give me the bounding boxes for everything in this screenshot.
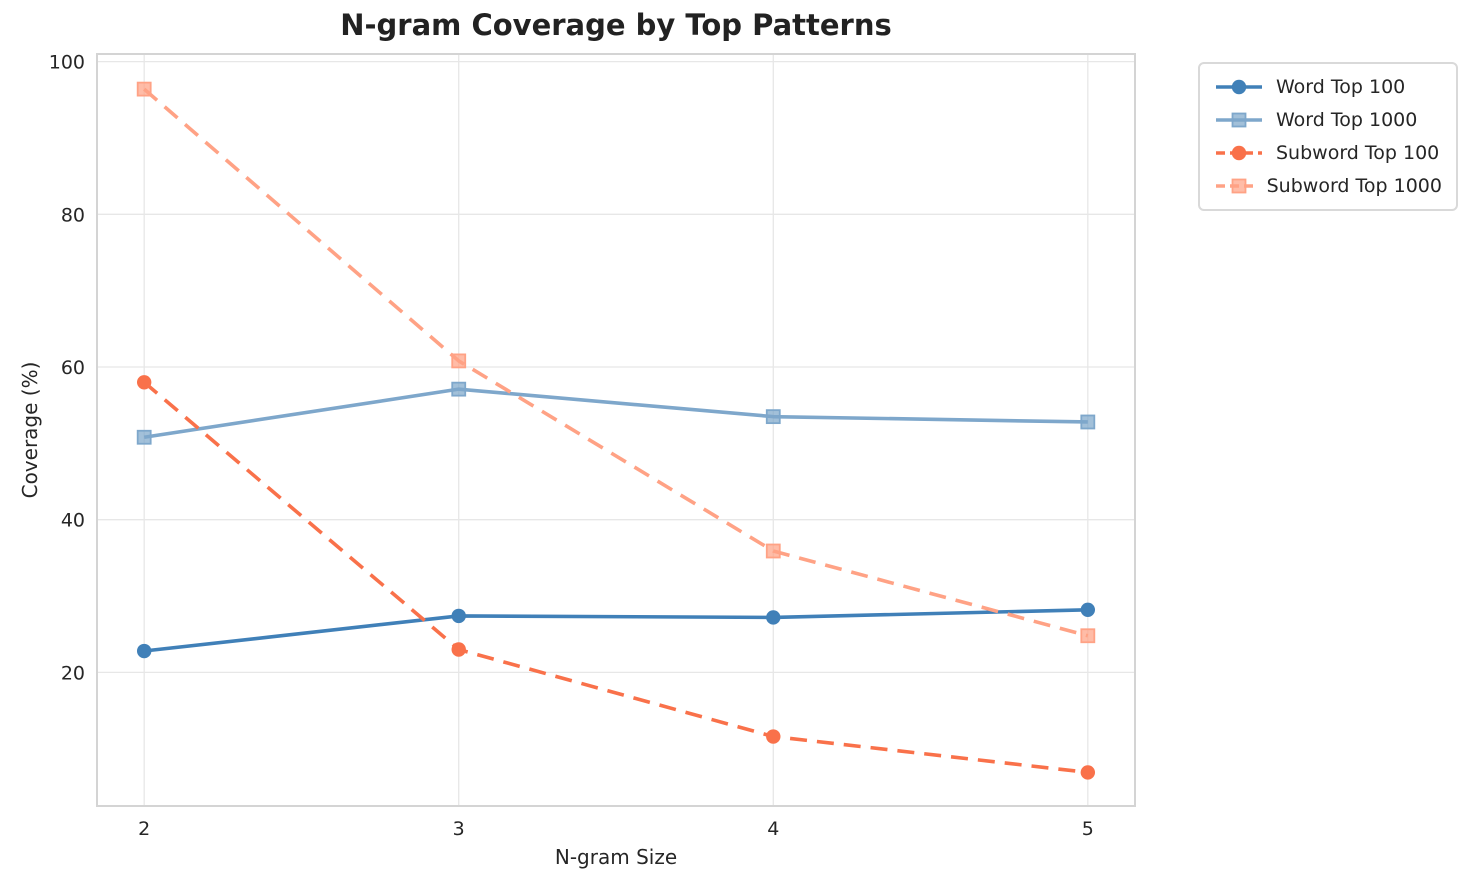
marker-word-top-100: [1080, 602, 1096, 617]
marker-subword-top-100: [1080, 765, 1096, 780]
legend-item-subword-top-1000: Subword Top 1000: [1214, 173, 1442, 199]
series-line-word-top-1000: [143, 387, 1088, 440]
marker-word-top-100: [451, 608, 466, 624]
marker-subword-top-1000: [136, 81, 152, 97]
marker-word-top-100: [136, 643, 152, 659]
marker-subword-top-100: [136, 375, 152, 390]
legend-label: Subword Top 100: [1276, 142, 1440, 164]
marker-subword-top-1000: [765, 543, 781, 559]
legend-swatch-subword-top-100: [1216, 145, 1262, 161]
y-tick-label: 100: [49, 52, 85, 74]
legend-item-subword-top-100: Subword Top 100: [1214, 140, 1442, 166]
series-line-word-top-100: [143, 607, 1088, 653]
legend-swatch-subword-top-1000: [1216, 178, 1255, 194]
marker-word-top-1000: [765, 409, 781, 425]
legend-item-word-top-100: Word Top 100: [1214, 74, 1442, 100]
marker-subword-top-1000: [1080, 628, 1096, 644]
x-tick-label: 2: [138, 818, 150, 840]
circle-marker-icon: [1231, 145, 1247, 161]
x-tick-label: 4: [767, 818, 779, 840]
square-marker-icon: [1231, 178, 1247, 194]
legend-label: Subword Top 1000: [1266, 175, 1442, 197]
chart-title: N-gram Coverage by Top Patterns: [340, 8, 892, 42]
legend-label: Word Top 100: [1276, 76, 1406, 98]
marker-word-top-100: [766, 610, 781, 625]
y-tick-label: 40: [61, 510, 85, 532]
series-line-subword-top-100: [143, 380, 1089, 775]
marker-word-top-1000: [1080, 414, 1096, 430]
legend-item-word-top-1000: Word Top 1000: [1214, 107, 1442, 133]
series-line-subword-top-1000: [143, 87, 1089, 638]
x-tick-label: 3: [453, 818, 465, 840]
y-tick-label: 60: [61, 357, 85, 379]
circle-marker-icon: [1231, 79, 1247, 95]
y-tick-label: 80: [61, 204, 85, 226]
legend-swatch-word-top-100: [1216, 79, 1262, 95]
legend: Word Top 100 Word Top 1000 Subword Top 100…: [1198, 62, 1458, 211]
legend-swatch-word-top-1000: [1216, 112, 1262, 128]
marker-word-top-1000: [451, 381, 467, 397]
legend-label: Word Top 1000: [1276, 109, 1418, 131]
y-tick-label: 20: [61, 662, 85, 684]
x-tick-label: 5: [1082, 818, 1094, 840]
square-marker-icon: [1231, 112, 1247, 128]
marker-word-top-1000: [136, 429, 152, 445]
marker-subword-top-100: [766, 729, 781, 744]
axes-spines: [96, 53, 1136, 807]
marker-subword-top-100: [451, 642, 466, 657]
x-axis-label: N-gram Size: [554, 845, 678, 869]
marker-subword-top-1000: [451, 353, 467, 369]
axes-background: [97, 54, 1135, 806]
